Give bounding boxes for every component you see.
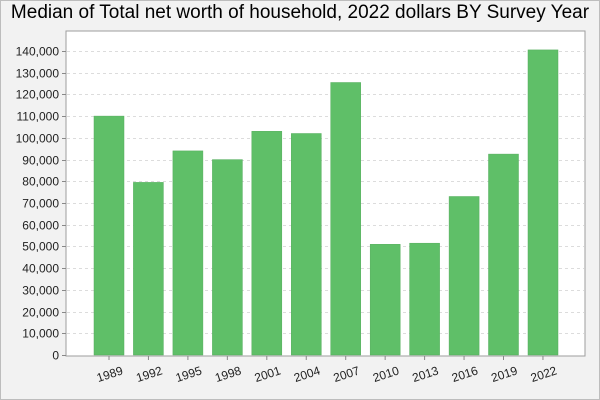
y-tick-label: 60,000: [22, 219, 59, 233]
x-tick-label: 1995: [174, 363, 204, 385]
bar: [291, 133, 322, 356]
y-tick-label: 20,000: [22, 306, 59, 320]
x-tick-label: 2004: [292, 363, 322, 385]
bar: [527, 49, 559, 356]
bar: [172, 150, 204, 356]
x-tick-label: 2016: [450, 363, 480, 385]
bar: [93, 115, 125, 356]
bar: [448, 196, 480, 356]
x-tick-label: 2013: [411, 363, 441, 385]
bar: [212, 159, 243, 356]
bar: [369, 244, 401, 356]
x-axis: 1989 1992 1995 1998 2001 2004 2007 2010 2013 2016…: [95, 356, 559, 385]
y-tick-label: 10,000: [22, 327, 59, 341]
x-tick-label: 2022: [529, 363, 559, 385]
bar: [409, 242, 440, 356]
x-tick-label: 2007: [332, 363, 362, 385]
y-tick-label: 0: [52, 349, 59, 363]
y-axis: 0 10,000 20,000 30,000 40,000 50,000 60,000 70,…: [16, 45, 66, 363]
x-tick-label: 2019: [489, 363, 519, 385]
x-tick-label: 1989: [95, 363, 125, 385]
y-tick-label: 50,000: [22, 240, 59, 254]
x-tick-label: 2010: [371, 363, 401, 385]
x-tick-label: 1992: [134, 363, 164, 385]
y-tick-label: 70,000: [22, 197, 59, 211]
bars: [93, 49, 559, 356]
y-tick-label: 90,000: [22, 154, 59, 168]
bar: [251, 131, 283, 356]
x-tick-label: 2001: [253, 363, 283, 385]
y-tick-label: 110,000: [17, 110, 60, 124]
chart-title: Median of Total net worth of household, …: [10, 2, 590, 23]
y-tick-label: 100,000: [16, 132, 60, 146]
y-tick-label: 140,000: [16, 45, 60, 59]
bar: [133, 182, 164, 356]
bar: [488, 153, 519, 356]
y-tick-label: 40,000: [22, 262, 59, 276]
y-tick-label: 80,000: [22, 175, 59, 189]
bar: [330, 82, 361, 356]
y-tick-label: 120,000: [16, 88, 60, 102]
x-tick-label: 1998: [213, 363, 243, 385]
y-tick-label: 130,000: [16, 67, 60, 81]
y-tick-label: 30,000: [22, 284, 59, 298]
